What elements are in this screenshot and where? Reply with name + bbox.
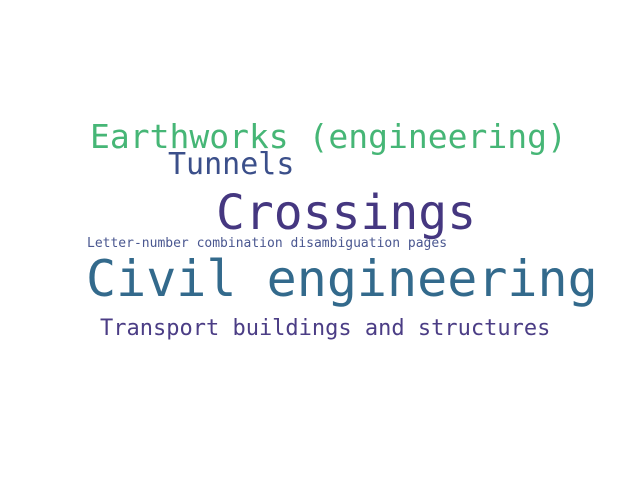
word-letter-number-disambiguation: Letter-number combination disambiguation… <box>87 236 448 251</box>
word-crossings: Crossings <box>216 185 477 241</box>
word-earthworks-engineering: Earthworks (engineering) <box>90 117 567 156</box>
word-civil-engineering: Civil engineering <box>86 250 598 308</box>
word-transport-buildings: Transport buildings and structures <box>100 316 551 341</box>
word-tunnels: Tunnels <box>168 147 295 182</box>
